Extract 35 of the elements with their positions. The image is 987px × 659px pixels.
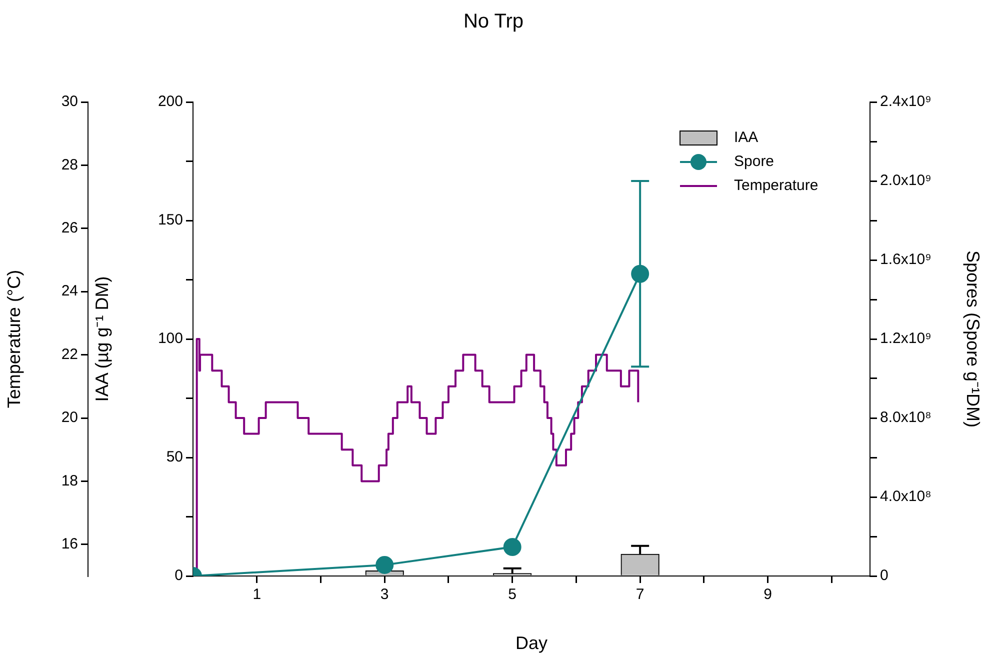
y2-tick-label: 8.0x10⁸ bbox=[880, 409, 932, 426]
y-tick-label: 150 bbox=[158, 212, 183, 229]
x-tick-label: 7 bbox=[636, 586, 644, 604]
x-tick-label: 9 bbox=[764, 586, 772, 604]
y3-tick-label: 30 bbox=[61, 93, 78, 110]
y-tick-label: 200 bbox=[158, 93, 183, 110]
x-tick-label: 1 bbox=[252, 586, 262, 604]
y-tick-label: 100 bbox=[158, 330, 183, 348]
x-tick-label: 3 bbox=[380, 586, 389, 604]
y2-tick-label: 1.6x10⁹ bbox=[880, 251, 932, 268]
legend-label: IAA bbox=[734, 129, 758, 146]
y3-axis-title: Temperature (°C) bbox=[4, 270, 24, 408]
legend-label: Temperature bbox=[734, 177, 818, 194]
y3-tick-label: 20 bbox=[61, 409, 78, 426]
y3-tick-label: 28 bbox=[61, 156, 78, 174]
y3-tick-label: 24 bbox=[61, 282, 78, 300]
y2-tick-label: 0 bbox=[880, 567, 888, 584]
y3-tick-label: 22 bbox=[61, 346, 78, 363]
y2-axis-title: Spores (Spore g⁻¹DM) bbox=[963, 250, 984, 428]
y2-tick-label: 2.0x10⁹ bbox=[880, 172, 932, 190]
point bbox=[503, 538, 522, 556]
y-tick-label: 50 bbox=[166, 448, 183, 466]
legend-label: Spore bbox=[734, 153, 774, 170]
chart-title: No Trp bbox=[463, 10, 524, 33]
y2-tick-label: 2.4x10⁹ bbox=[880, 93, 932, 110]
y2-tick-label: 1.2x10⁹ bbox=[880, 330, 932, 348]
y-axis-title: IAA (µg g⁻¹ DM) bbox=[92, 276, 112, 402]
y-tick-label: 0 bbox=[174, 567, 183, 584]
y2-tick-label: 4.0x10⁸ bbox=[880, 488, 932, 506]
x-tick-label: 5 bbox=[508, 586, 517, 604]
y3-tick-label: 18 bbox=[61, 472, 78, 490]
y3-tick-label: 16 bbox=[61, 536, 78, 553]
y3-tick-label: 26 bbox=[61, 220, 78, 237]
x-axis-title: Day bbox=[515, 633, 548, 654]
point bbox=[376, 556, 394, 574]
